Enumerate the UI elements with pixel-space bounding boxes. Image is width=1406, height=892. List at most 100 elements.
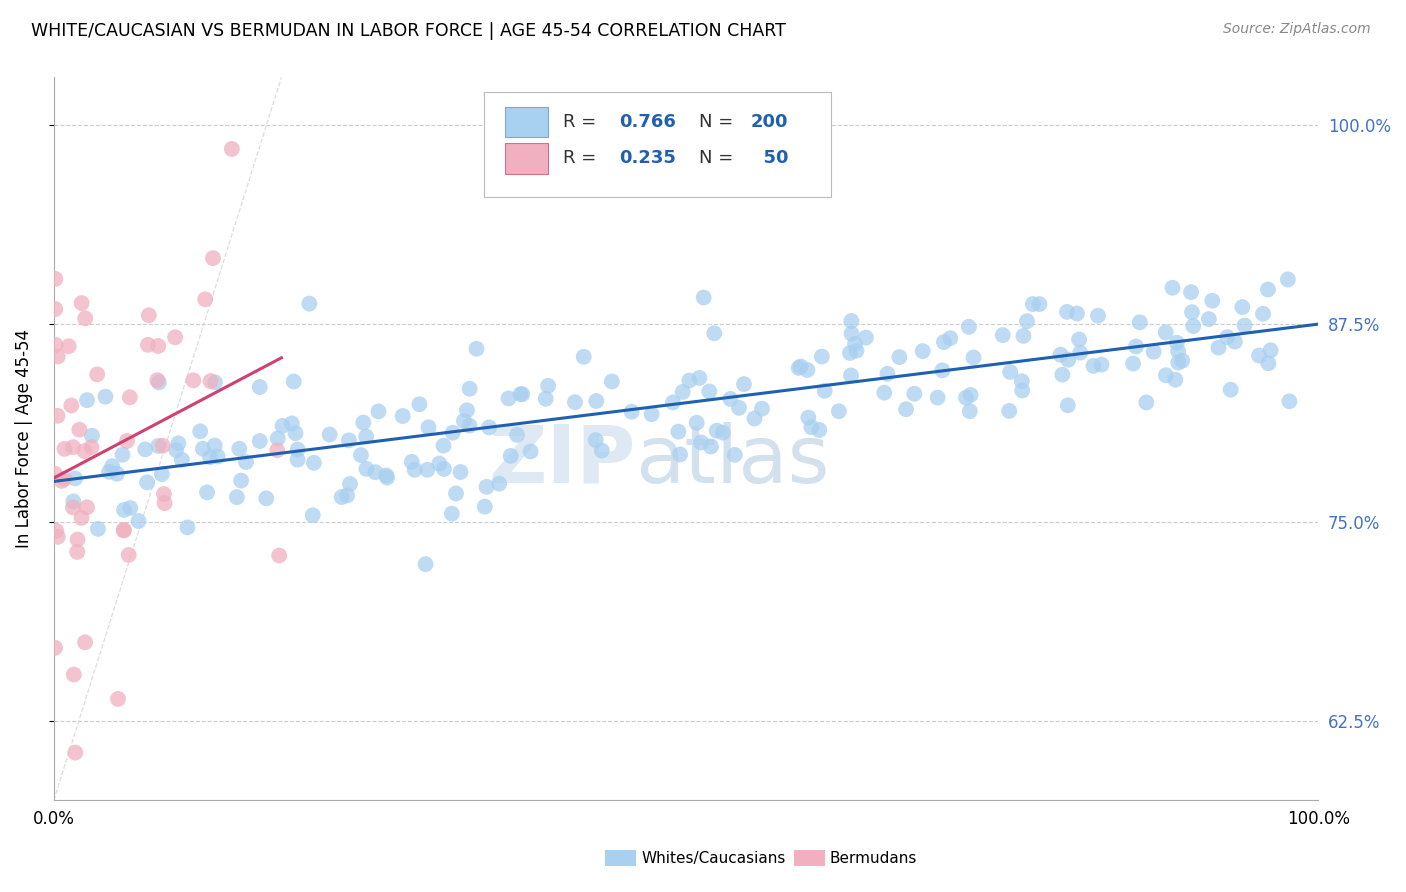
Point <box>201 251 224 265</box>
Point <box>266 443 288 458</box>
Point <box>1180 285 1202 299</box>
Point <box>591 443 613 458</box>
Point <box>112 523 135 537</box>
Point <box>911 344 934 359</box>
Point <box>690 435 713 450</box>
Point <box>959 404 981 418</box>
Point <box>267 431 290 445</box>
Point <box>352 416 374 430</box>
Point <box>845 343 868 358</box>
Point <box>519 444 541 458</box>
Text: atlas: atlas <box>636 422 830 500</box>
Point <box>1000 365 1022 379</box>
Point <box>301 508 323 523</box>
Point <box>844 336 866 351</box>
Point <box>1015 314 1038 328</box>
Point <box>1125 339 1147 353</box>
Point <box>415 557 437 571</box>
Point <box>269 549 291 563</box>
Point <box>1129 315 1152 329</box>
Text: ZIP: ZIP <box>488 422 636 500</box>
Point <box>416 463 439 477</box>
Point <box>62 440 84 454</box>
Point <box>73 444 96 458</box>
Point <box>225 490 247 504</box>
Point <box>354 429 377 443</box>
Point <box>955 391 977 405</box>
Point <box>1208 341 1230 355</box>
Y-axis label: In Labor Force | Age 45-54: In Labor Force | Age 45-54 <box>15 329 32 549</box>
Point <box>204 376 226 390</box>
Point <box>796 363 818 377</box>
Point <box>688 371 710 385</box>
Point <box>146 373 169 387</box>
Point <box>789 359 811 374</box>
Point <box>1056 305 1078 319</box>
Point <box>118 390 141 404</box>
Point <box>51 474 73 488</box>
Point <box>58 339 80 353</box>
Point <box>450 465 472 479</box>
Point <box>207 450 229 464</box>
Point <box>148 439 170 453</box>
Point <box>1249 349 1271 363</box>
Point <box>45 338 67 352</box>
Point <box>1069 345 1091 359</box>
Point <box>367 404 389 418</box>
Point <box>1083 359 1105 373</box>
Point <box>45 524 67 538</box>
Point <box>699 384 721 399</box>
Point <box>46 409 69 423</box>
Point <box>120 501 142 516</box>
Point <box>150 467 173 482</box>
Point <box>181 373 204 387</box>
Point <box>418 420 440 434</box>
Point <box>111 448 134 462</box>
Point <box>927 391 949 405</box>
Point <box>80 428 103 442</box>
Point <box>733 377 755 392</box>
Point <box>67 423 90 437</box>
Point <box>498 392 520 406</box>
Point <box>176 520 198 534</box>
Point <box>66 533 89 547</box>
Point <box>391 409 413 423</box>
Point <box>932 335 955 350</box>
Point <box>1277 272 1299 286</box>
Point <box>271 418 294 433</box>
Point <box>474 500 496 514</box>
Point <box>814 384 837 398</box>
Point <box>152 439 174 453</box>
Point <box>787 361 810 376</box>
Point <box>44 272 66 286</box>
Point <box>112 503 135 517</box>
Point <box>662 395 685 409</box>
Point <box>672 384 695 399</box>
Point <box>46 350 69 364</box>
Point <box>80 440 103 454</box>
Point <box>839 368 862 383</box>
Point <box>136 475 159 490</box>
Point <box>811 350 834 364</box>
Point <box>1161 281 1184 295</box>
Point <box>1223 334 1246 349</box>
Point <box>195 485 218 500</box>
Point <box>153 496 176 510</box>
Point <box>1166 335 1188 350</box>
Point <box>356 462 378 476</box>
Point <box>287 442 309 457</box>
Point <box>127 514 149 528</box>
Point <box>287 452 309 467</box>
Point <box>1219 383 1241 397</box>
Point <box>188 425 211 439</box>
Point <box>70 296 93 310</box>
Point <box>364 465 387 479</box>
Text: R =: R = <box>564 112 602 130</box>
Point <box>1278 394 1301 409</box>
Point <box>1057 398 1080 412</box>
Point <box>284 426 307 441</box>
Point <box>76 393 98 408</box>
Point <box>115 434 138 448</box>
Point <box>165 443 187 458</box>
Point <box>200 374 222 388</box>
